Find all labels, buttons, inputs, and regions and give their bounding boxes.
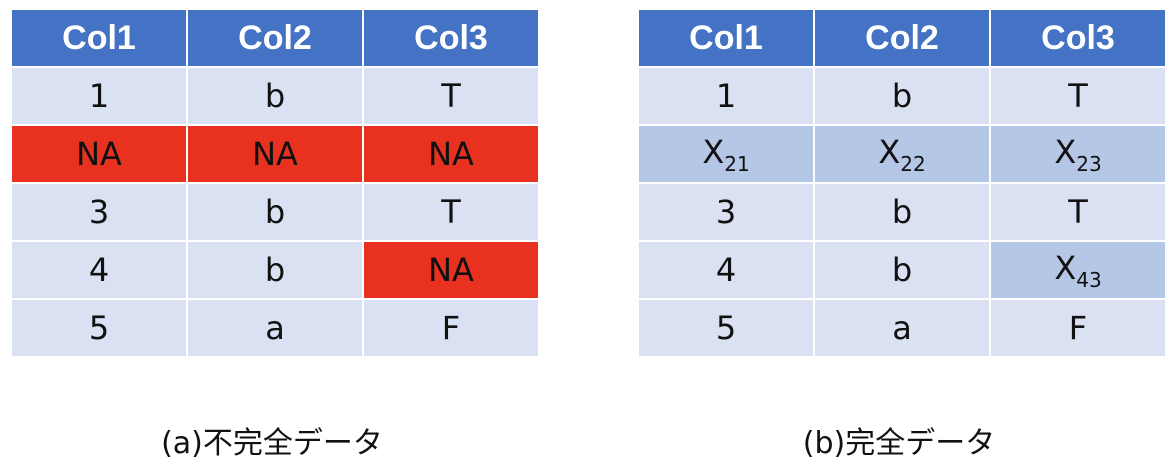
cell-value: b — [264, 77, 286, 115]
cell-value: F — [441, 309, 461, 347]
cell-value: 4 — [88, 251, 110, 289]
cell-value: NA — [428, 135, 474, 173]
cell-subscript: 43 — [1076, 267, 1102, 292]
cell-value: T — [1068, 77, 1088, 115]
cell-value: 1 — [715, 77, 737, 115]
cell-value: 4 — [715, 251, 737, 289]
cell-subscript: 23 — [1076, 151, 1102, 176]
cell-value: b — [891, 77, 913, 115]
cell-value: T — [441, 193, 461, 231]
table-cell: a — [186, 298, 364, 358]
table-row: NA NA NA — [10, 124, 540, 184]
cell-value: X — [702, 132, 725, 171]
table-cell: F — [362, 298, 540, 358]
table-row: 1 b T — [10, 66, 540, 126]
table-cell: 5 — [637, 298, 815, 358]
table-cell: b — [186, 66, 364, 126]
table-cell: T — [362, 66, 540, 126]
cell-value: X — [1054, 132, 1077, 171]
table-cell: b — [813, 66, 991, 126]
table-cell: F — [989, 298, 1167, 358]
cell-value: NA — [252, 135, 298, 173]
cell-value: 1 — [88, 77, 110, 115]
table-cell: b — [186, 182, 364, 242]
table-cell: T — [989, 66, 1167, 126]
cell-value: b — [264, 193, 286, 231]
table-cell: 3 — [637, 182, 815, 242]
cell-subscript: 22 — [900, 151, 926, 176]
incomplete-data-table: Col1 Col2 Col3 1 b T NA NA NA 3 b T 4 b NA 5 a F — [10, 8, 540, 358]
table-cell: b — [813, 182, 991, 242]
cell-value: F — [1068, 309, 1088, 347]
incomplete-data-caption: (a)不完全データ — [161, 426, 383, 461]
complete-data-table: Col1 Col2 Col3 1 b T X21 X22 X23 3 b T 4 b X43 5 a F — [637, 8, 1167, 358]
table-row: 4 b X43 — [637, 240, 1167, 300]
missing-cell: NA — [362, 240, 540, 300]
table-row: 3 b T — [10, 182, 540, 242]
imputed-cell: X43 — [989, 240, 1167, 300]
table-row: X21 X22 X23 — [637, 124, 1167, 184]
table-cell: 5 — [10, 298, 188, 358]
table-body: 1 b T NA NA NA 3 b T 4 b NA 5 a F — [10, 66, 540, 358]
cell-value: a — [265, 309, 285, 347]
table-cell: T — [989, 182, 1167, 242]
imputed-cell: X22 — [813, 124, 991, 184]
table-cell: 1 — [637, 66, 815, 126]
column-header: Col1 — [10, 8, 188, 68]
table-cell: 4 — [10, 240, 188, 300]
table-cell: T — [362, 182, 540, 242]
table-row: 4 b NA — [10, 240, 540, 300]
cell-value: 5 — [715, 309, 737, 347]
table-row: 5 a F — [637, 298, 1167, 358]
cell-value: NA — [76, 135, 122, 173]
cell-value: b — [891, 251, 913, 289]
header-row: Col1 Col2 Col3 — [637, 8, 1167, 68]
table-cell: a — [813, 298, 991, 358]
cell-value: T — [441, 77, 461, 115]
header-row: Col1 Col2 Col3 — [10, 8, 540, 68]
table-cell: 4 — [637, 240, 815, 300]
table-cell: 3 — [10, 182, 188, 242]
column-header: Col1 — [637, 8, 815, 68]
cell-value: 3 — [88, 193, 110, 231]
missing-cell: NA — [186, 124, 364, 184]
column-header: Col2 — [186, 8, 364, 68]
cell-subscript: 21 — [724, 151, 750, 176]
table-body: 1 b T X21 X22 X23 3 b T 4 b X43 5 a F — [637, 66, 1167, 358]
missing-cell: NA — [10, 124, 188, 184]
column-header: Col3 — [989, 8, 1167, 68]
cell-value: T — [1068, 193, 1088, 231]
imputed-cell: X23 — [989, 124, 1167, 184]
complete-data-caption: (b)完全データ — [802, 426, 996, 461]
cell-value: NA — [428, 251, 474, 289]
cell-value: X — [878, 132, 901, 171]
imputed-cell: X21 — [637, 124, 815, 184]
cell-value: b — [264, 251, 286, 289]
table-row: 3 b T — [637, 182, 1167, 242]
cell-value: 5 — [88, 309, 110, 347]
missing-cell: NA — [362, 124, 540, 184]
column-header: Col3 — [362, 8, 540, 68]
table-cell: b — [813, 240, 991, 300]
table-row: 1 b T — [637, 66, 1167, 126]
table-cell: b — [186, 240, 364, 300]
table-cell: 1 — [10, 66, 188, 126]
cell-value: X — [1054, 248, 1077, 287]
cell-value: 3 — [715, 193, 737, 231]
table-row: 5 a F — [10, 298, 540, 358]
cell-value: b — [891, 193, 913, 231]
column-header: Col2 — [813, 8, 991, 68]
cell-value: a — [892, 309, 912, 347]
